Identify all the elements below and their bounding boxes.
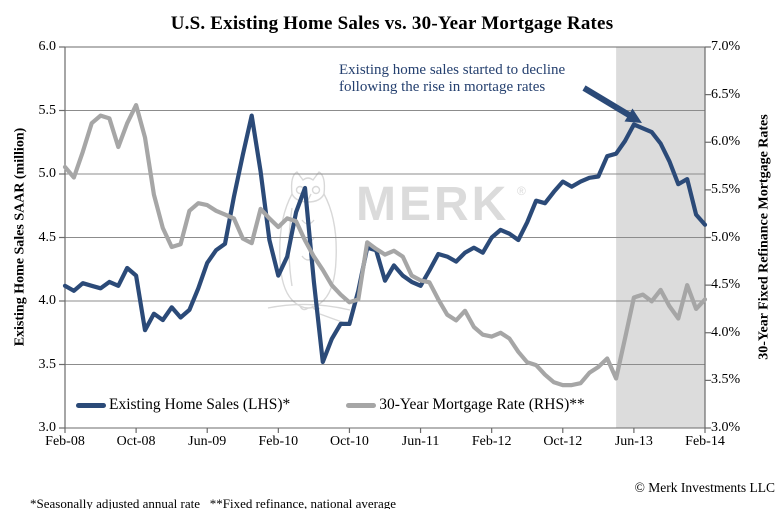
y-left-tick-label: 4.5: [38, 229, 57, 245]
annotation-text: Existing home sales started to decline f…: [339, 62, 565, 95]
page-title: U.S. Existing Home Sales vs. 30-Year Mor…: [170, 13, 614, 34]
x-tick-label: Feb-10: [258, 434, 299, 449]
y-left-tick-label: 4.0: [38, 293, 57, 308]
y-left-tick-label: 6.0: [38, 39, 57, 54]
legend-label-home-sales: Existing Home Sales (LHS)*: [109, 396, 291, 413]
y-right-tick-label: 4.0%: [711, 324, 741, 340]
x-tick-label: Oct-12: [543, 434, 583, 449]
registered-mark-icon: ®: [517, 184, 526, 198]
x-tick-label: Feb-08: [45, 434, 85, 449]
series-line-mortgage-rate: [62, 102, 708, 388]
y-left-tick-label: 3.0: [38, 420, 57, 435]
merk-watermark: MERK: [356, 178, 510, 231]
y-left-tick-label: 5.0: [38, 166, 57, 181]
y-right-tick-label: 6.5%: [711, 86, 741, 102]
x-tick-label: Jun-13: [614, 434, 653, 449]
y-left-tick-label: 3.5: [38, 356, 57, 372]
y-right-tick-label: 6.0%: [711, 134, 741, 150]
copyright-notice: © Merk Investments LLC: [634, 480, 775, 495]
y-right-tick-label: 7.0%: [711, 39, 741, 54]
y-left-tick-label: 5.5: [38, 102, 57, 118]
legend: Existing Home Sales (LHS)* 30-Year Mortg…: [76, 396, 585, 414]
y-right-tick-label: 5.0%: [711, 229, 741, 245]
legend-swatch-mortgage-rate: [346, 402, 377, 408]
series-line-home-sales: [62, 113, 708, 365]
annotation-line-2: following the rise in mortage rates: [339, 78, 546, 95]
x-tick-label: Feb-12: [471, 434, 512, 449]
y-right-tick-label: 3.0%: [711, 420, 741, 435]
y-right-tick-label: 4.5%: [711, 277, 741, 293]
x-tick-label: Oct-10: [329, 434, 369, 449]
legend-swatch-home-sales: [76, 402, 106, 408]
y-right-tick-label: 3.5%: [711, 372, 741, 388]
x-tick-label: Oct-08: [116, 434, 156, 449]
x-tick-label: Feb-14: [685, 434, 725, 449]
x-tick-label: Jun-11: [401, 434, 440, 449]
y-right-tick-label: 5.5%: [711, 181, 741, 197]
footnote-definitions: *Seasonally adjusted annual rate **Fixed…: [30, 496, 397, 509]
legend-label-mortgage-rate: 30-Year Mortgage Rate (RHS)**: [379, 396, 585, 413]
annotation-line-1: Existing home sales started to decline: [339, 62, 566, 78]
x-tick-label: Jun-09: [188, 434, 227, 449]
footnotes: *Seasonally adjusted annual rate **Fixed…: [30, 466, 396, 509]
